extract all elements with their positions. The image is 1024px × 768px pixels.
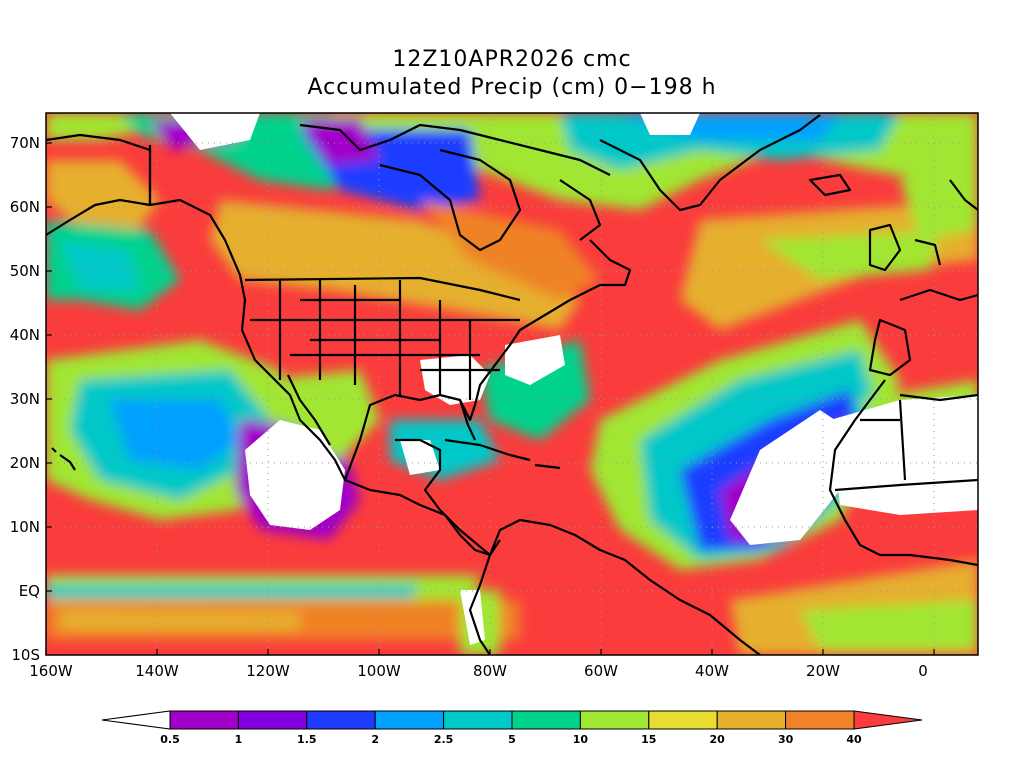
colorbar-segment bbox=[648, 710, 718, 730]
colorbar-segment bbox=[374, 710, 445, 730]
graticule bbox=[46, 113, 978, 655]
lon-label: 120W bbox=[246, 662, 290, 680]
lon-label: 40W bbox=[695, 662, 729, 680]
plot-frame bbox=[45, 112, 979, 656]
map-title: 12Z10APR2026 cmc bbox=[392, 47, 632, 72]
colorbar-label: 2 bbox=[371, 733, 380, 746]
coastlines bbox=[46, 114, 978, 655]
colorbar-segment bbox=[237, 710, 308, 730]
lat-label: 10S bbox=[11, 646, 40, 664]
colorbar-label: 1 bbox=[234, 733, 243, 746]
colorbar-label: 5 bbox=[508, 733, 516, 746]
colorbar-segment bbox=[169, 710, 239, 730]
lat-label: 60N bbox=[9, 198, 40, 216]
lat-label: EQ bbox=[18, 582, 40, 600]
lat-label: 70N bbox=[9, 134, 40, 152]
lon-label: 160W bbox=[29, 662, 73, 680]
colorbar-label: 40 bbox=[846, 733, 862, 746]
map-subtitle: Accumulated Precip (cm) 0−198 h bbox=[307, 75, 717, 100]
colorbar-segment bbox=[511, 710, 581, 730]
colorbar-label: 15 bbox=[641, 733, 657, 746]
colorbar-segment-max bbox=[853, 710, 923, 730]
colorbar-label: 2.5 bbox=[433, 733, 454, 746]
lon-label: 0 bbox=[918, 662, 928, 680]
colorbar-label: 30 bbox=[777, 733, 794, 746]
lon-label: 80W bbox=[473, 662, 507, 680]
lon-label: 60W bbox=[584, 662, 618, 680]
colorbar-segment bbox=[443, 710, 513, 730]
lon-label: 100W bbox=[357, 662, 401, 680]
tick-marks bbox=[45, 142, 935, 655]
lat-label: 30N bbox=[9, 390, 40, 408]
dry-areas bbox=[170, 113, 978, 645]
colorbar-label: 1.5 bbox=[297, 733, 317, 746]
colorbar-segment-min bbox=[101, 710, 171, 730]
lat-label: 20N bbox=[9, 454, 40, 472]
colorbar bbox=[101, 710, 923, 730]
colorbar-segment bbox=[785, 710, 855, 730]
lat-label: 40N bbox=[9, 326, 40, 344]
lat-label: 10N bbox=[9, 518, 40, 536]
colorbar-label: 20 bbox=[709, 733, 725, 746]
colorbar-label: 0.5 bbox=[160, 733, 180, 746]
lon-label: 20W bbox=[806, 662, 840, 680]
colorbar-label: 10 bbox=[572, 733, 589, 746]
lon-label: 140W bbox=[135, 662, 179, 680]
lat-label: 50N bbox=[9, 262, 40, 280]
colorbar-segment bbox=[716, 710, 787, 730]
colorbar-segment bbox=[306, 710, 376, 730]
colorbar-segment bbox=[579, 710, 650, 730]
